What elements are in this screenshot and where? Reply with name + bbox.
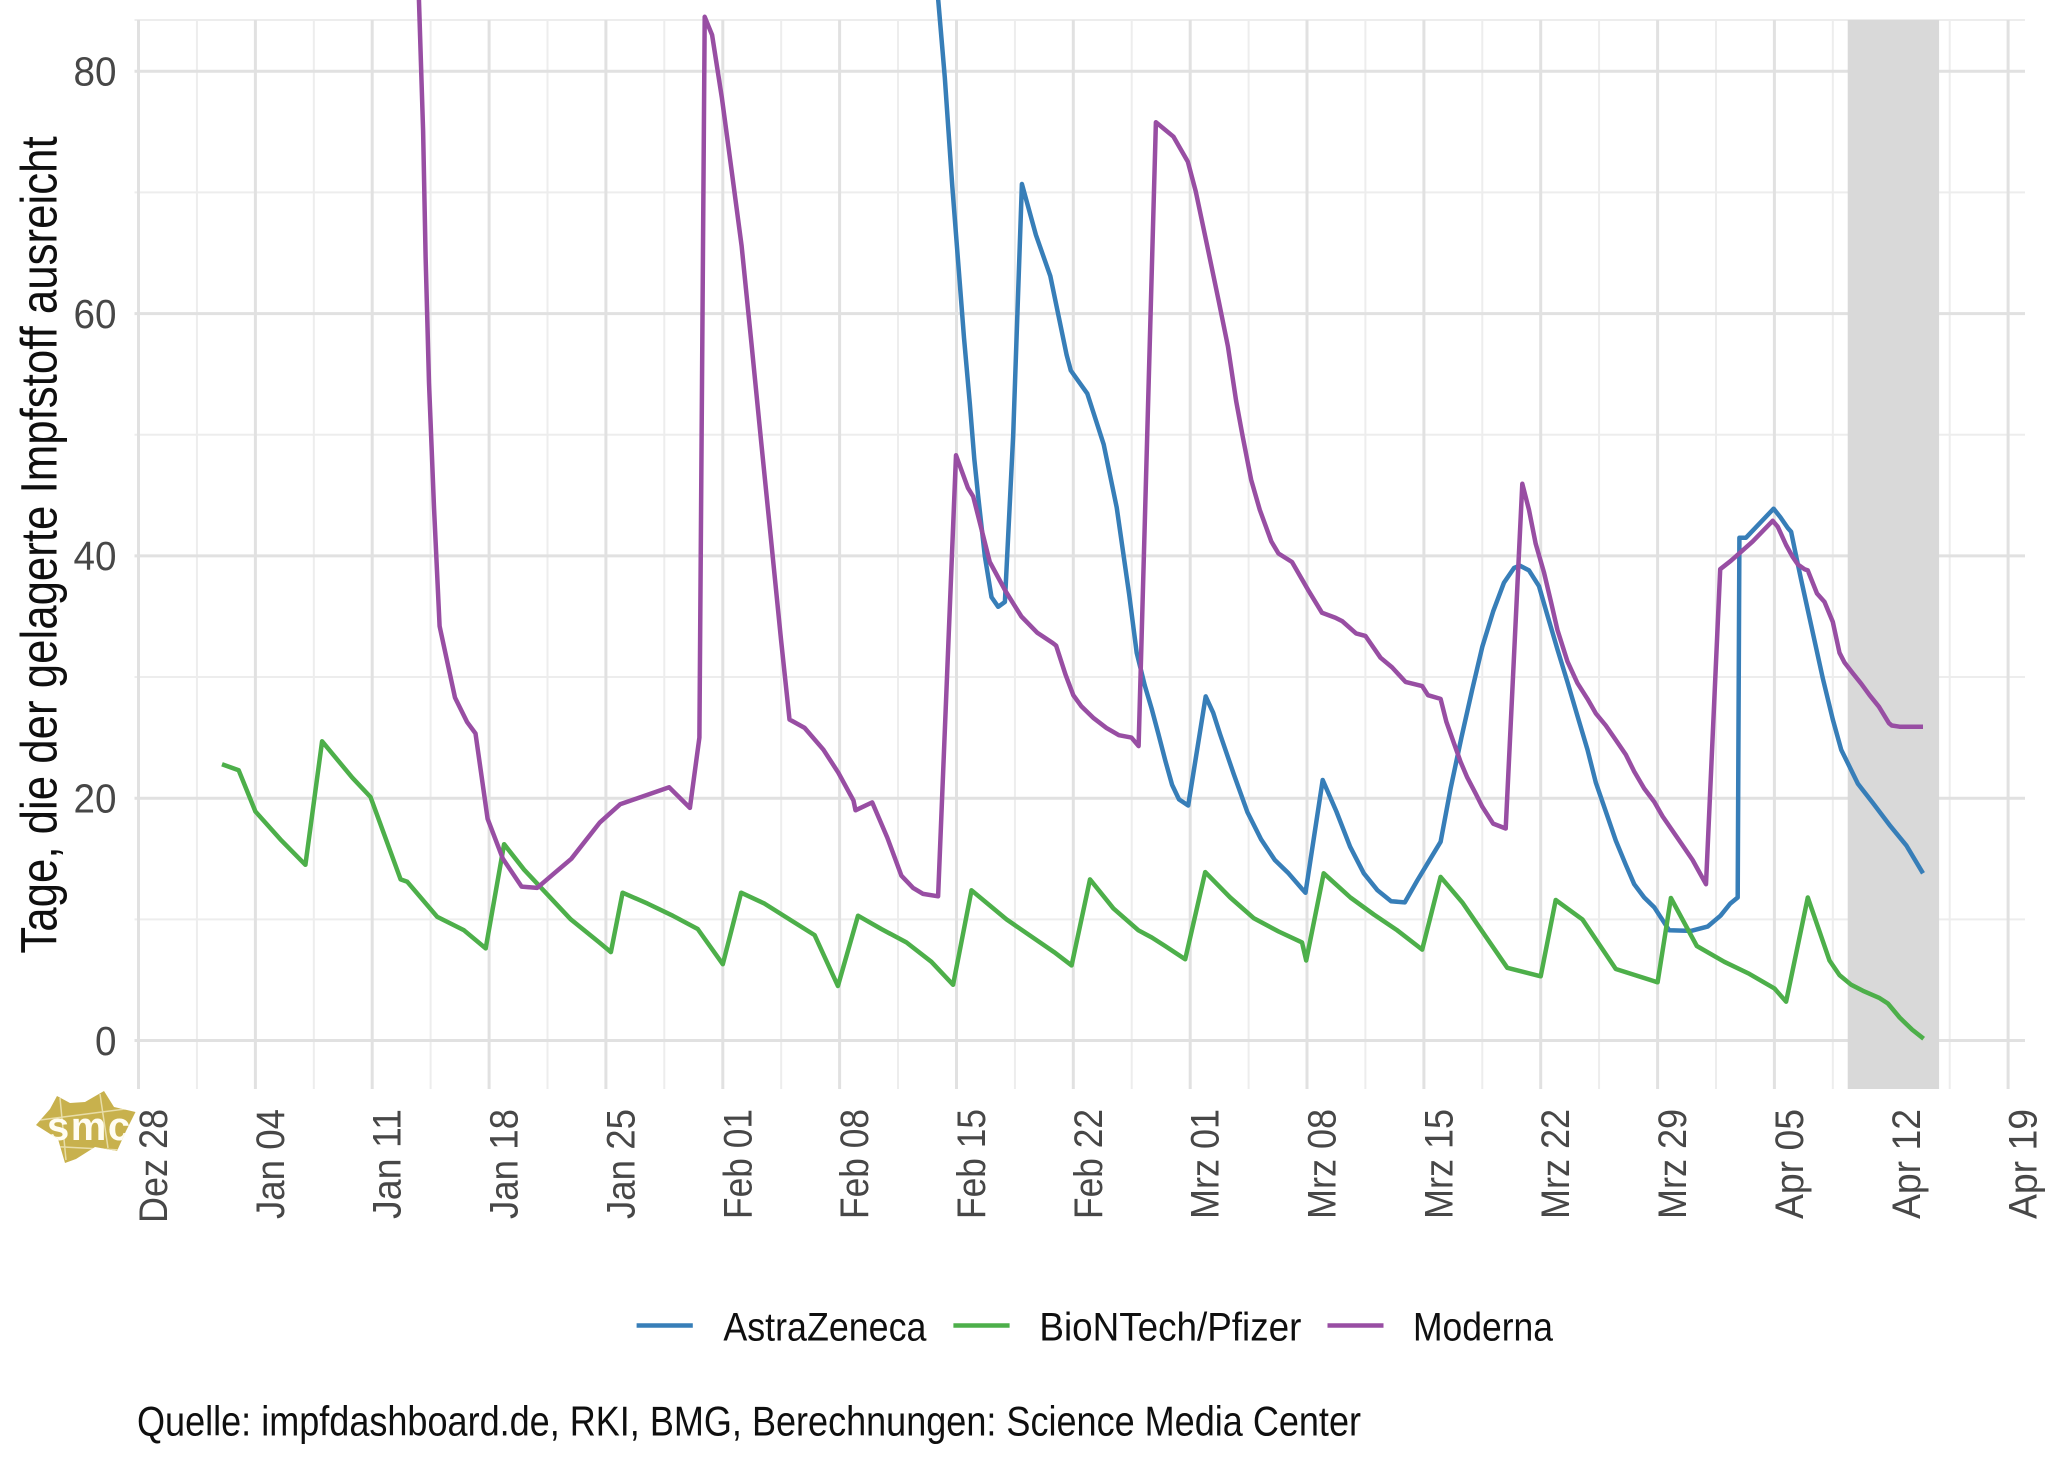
svg-text:Apr 05: Apr 05 bbox=[1768, 1109, 1812, 1219]
svg-text:Tage, die der gelagerte Impfst: Tage, die der gelagerte Impfstoff ausrei… bbox=[11, 136, 68, 953]
svg-text:Feb 08: Feb 08 bbox=[833, 1109, 877, 1219]
svg-text:Mrz 01: Mrz 01 bbox=[1184, 1109, 1228, 1219]
svg-text:20: 20 bbox=[74, 776, 117, 822]
svg-text:Jan 04: Jan 04 bbox=[249, 1109, 293, 1219]
svg-text:Mrz 15: Mrz 15 bbox=[1417, 1109, 1461, 1219]
svg-text:40: 40 bbox=[74, 533, 117, 579]
svg-text:Apr 19: Apr 19 bbox=[2002, 1109, 2046, 1219]
svg-text:Mrz 22: Mrz 22 bbox=[1534, 1109, 1578, 1219]
svg-text:Feb 01: Feb 01 bbox=[716, 1109, 760, 1219]
svg-text:smc: smc bbox=[47, 1105, 132, 1149]
svg-text:80: 80 bbox=[74, 49, 117, 95]
svg-text:Mrz 29: Mrz 29 bbox=[1651, 1109, 1695, 1219]
svg-text:AstraZeneca: AstraZeneca bbox=[723, 1305, 927, 1349]
svg-text:Moderna: Moderna bbox=[1413, 1305, 1554, 1349]
svg-text:Feb 15: Feb 15 bbox=[950, 1109, 994, 1219]
svg-text:0: 0 bbox=[95, 1018, 117, 1064]
svg-text:Quelle: impfdashboard.de, RKI,: Quelle: impfdashboard.de, RKI, BMG, Bere… bbox=[137, 1397, 1361, 1444]
svg-text:60: 60 bbox=[74, 291, 117, 337]
svg-text:Jan 11: Jan 11 bbox=[366, 1109, 410, 1219]
svg-text:Jan 25: Jan 25 bbox=[599, 1109, 643, 1219]
svg-text:Apr 12: Apr 12 bbox=[1885, 1109, 1929, 1219]
svg-text:Dez 28: Dez 28 bbox=[132, 1109, 176, 1223]
svg-text:Feb 22: Feb 22 bbox=[1067, 1109, 1111, 1219]
svg-text:Jan 18: Jan 18 bbox=[483, 1109, 527, 1219]
svg-text:BioNTech/Pfizer: BioNTech/Pfizer bbox=[1039, 1305, 1301, 1349]
svg-text:Mrz 08: Mrz 08 bbox=[1301, 1109, 1345, 1219]
